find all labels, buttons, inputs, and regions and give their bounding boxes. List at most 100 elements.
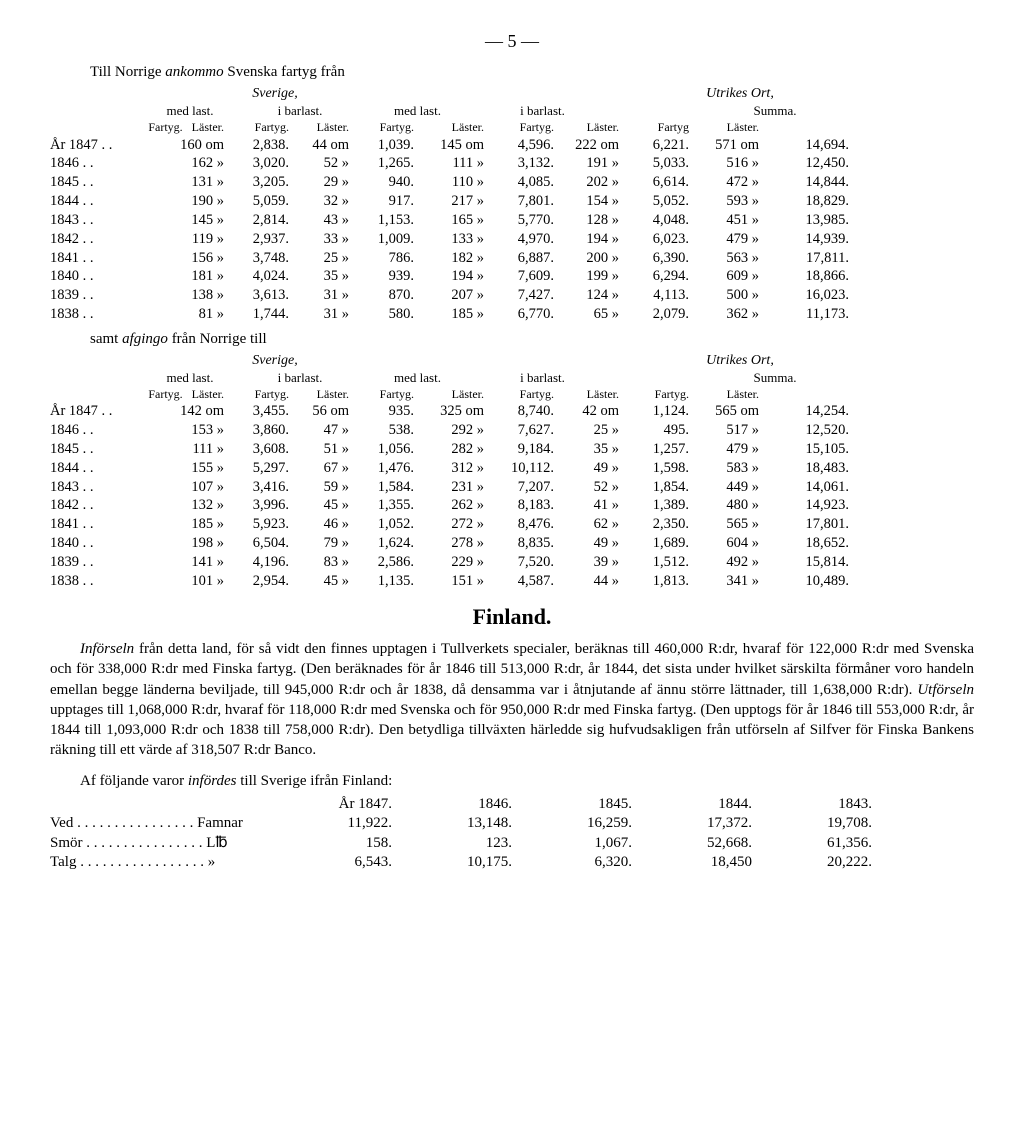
table-cell: År 1847 . . <box>50 402 140 421</box>
table-cell: 1846 . . <box>50 421 140 440</box>
table-cell: 563 » <box>695 249 765 268</box>
col-h: Läster. <box>295 387 355 403</box>
col-h: Läster. <box>560 120 625 136</box>
table-cell: 155 » <box>140 459 230 478</box>
table-cell: 5,052. <box>625 192 695 211</box>
hdr-ibarlast2: i barlast. <box>480 103 605 120</box>
goods-row: Talg . . . . . . . . . . . . . . . . . »… <box>50 853 974 873</box>
table-cell: 12,520. <box>765 421 855 440</box>
table-cell: 4,024. <box>230 267 295 286</box>
table-cell: 292 » <box>420 421 490 440</box>
table-cell: 6,770. <box>490 305 560 324</box>
table-cell: 1,124. <box>625 402 695 421</box>
col-h: Läster. <box>420 120 490 136</box>
table-cell: 1,039. <box>355 136 420 155</box>
table-cell: 2,838. <box>230 136 295 155</box>
para-text-b: upptages till 1,068,000 R:dr, hvaraf för… <box>50 702 974 759</box>
table-row: 1838 . .81 »1,744.31 »580.185 »6,770.65 … <box>50 305 974 324</box>
col-h: Fartyg. <box>230 387 295 403</box>
table-cell: 17,811. <box>765 249 855 268</box>
table-cell: 1,135. <box>355 572 420 591</box>
table-cell: 59 » <box>295 478 355 497</box>
table-cell: 2,954. <box>230 572 295 591</box>
table-cell: 6,390. <box>625 249 695 268</box>
table-cell: 1,056. <box>355 440 420 459</box>
table-cell: 2,586. <box>355 553 420 572</box>
goods-label: Ved . . . . . . . . . . . . . . . . Famn… <box>50 814 290 834</box>
table-cell: 14,254. <box>765 402 855 421</box>
hdr-sverige2: Sverige, <box>165 352 385 370</box>
table-row: 1844 . .190 »5,059.32 »917.217 »7,801.15… <box>50 192 974 211</box>
table-cell: 6,023. <box>625 230 695 249</box>
table-cell: 538. <box>355 421 420 440</box>
table-cell: 185 » <box>140 515 230 534</box>
table-cell: 17,801. <box>765 515 855 534</box>
table-row: 1844 . .155 »5,297.67 »1,476.312 »10,112… <box>50 459 974 478</box>
hdr-utrikes: Utrikes Ort, <box>635 85 845 103</box>
hdr-medlast4: med last. <box>355 370 480 387</box>
table-cell: 1845 . . <box>50 173 140 192</box>
goods-label: Talg . . . . . . . . . . . . . . . . . » <box>50 853 290 873</box>
table-cell: 138 » <box>140 286 230 305</box>
goods-intro: Af följande varor infördes till Sverige … <box>50 771 974 791</box>
hdr-medlast1: med last. <box>135 103 245 120</box>
goods-value: 6,543. <box>290 853 410 873</box>
table-cell: 3,205. <box>230 173 295 192</box>
goods-intro-italic: infördes <box>188 773 237 789</box>
table-cell: 262 » <box>420 496 490 515</box>
table-cell: 151 » <box>420 572 490 591</box>
table-row: 1840 . .181 »4,024.35 »939.194 »7,609.19… <box>50 267 974 286</box>
table-row: 1842 . .119 »2,937.33 »1,009.133 »4,970.… <box>50 230 974 249</box>
table-cell: 182 » <box>420 249 490 268</box>
samt-italic: afgingo <box>122 331 168 347</box>
table-cell: 480 » <box>695 496 765 515</box>
finland-title: Finland. <box>50 603 974 632</box>
table-cell: 1839 . . <box>50 286 140 305</box>
samt-suffix: från Norrige till <box>168 331 267 347</box>
table-cell: 11,173. <box>765 305 855 324</box>
table-cell: 8,835. <box>490 534 560 553</box>
table-cell: 1,854. <box>625 478 695 497</box>
table-cell: 517 » <box>695 421 765 440</box>
table-cell: 1838 . . <box>50 572 140 591</box>
table-cell: 128 » <box>560 211 625 230</box>
table-cell: 4,196. <box>230 553 295 572</box>
goods-value: 17,372. <box>650 814 770 834</box>
table-cell: 1841 . . <box>50 515 140 534</box>
table-cell: 3,132. <box>490 154 560 173</box>
table-cell: 42 om <box>560 402 625 421</box>
table-row: 1845 . .131 »3,205.29 »940.110 »4,085.20… <box>50 173 974 192</box>
table-cell: 142 om <box>140 402 230 421</box>
table-cell: 1,689. <box>625 534 695 553</box>
hdr-medlast3: med last. <box>135 370 245 387</box>
table-cell: 1,265. <box>355 154 420 173</box>
table2-col-header: Fartyg. Läster. Fartyg. Läster. Fartyg. … <box>50 387 974 403</box>
table-cell: 472 » <box>695 173 765 192</box>
table-cell: 165 » <box>420 211 490 230</box>
table-cell: 45 » <box>295 572 355 591</box>
table-cell: 786. <box>355 249 420 268</box>
table-cell: 1,744. <box>230 305 295 324</box>
table-cell: 1841 . . <box>50 249 140 268</box>
goods-year: 1845. <box>530 795 650 815</box>
table-cell: 32 » <box>295 192 355 211</box>
table-cell: 14,939. <box>765 230 855 249</box>
table-cell: 29 » <box>295 173 355 192</box>
col-h: Fartyg. <box>355 120 420 136</box>
table-cell: 190 » <box>140 192 230 211</box>
table-cell: 13,985. <box>765 211 855 230</box>
table-cell: 5,059. <box>230 192 295 211</box>
table-cell: 1843 . . <box>50 478 140 497</box>
table-cell: 516 » <box>695 154 765 173</box>
goods-year: 1843. <box>770 795 890 815</box>
table-cell: 1,598. <box>625 459 695 478</box>
table-cell: 2,350. <box>625 515 695 534</box>
table-cell: 15,105. <box>765 440 855 459</box>
table-cell: 65 » <box>560 305 625 324</box>
table-cell: 79 » <box>295 534 355 553</box>
goods-value: 20,222. <box>770 853 890 873</box>
table-cell: 341 » <box>695 572 765 591</box>
table-cell: 14,694. <box>765 136 855 155</box>
col-h: Fartyg. <box>490 120 560 136</box>
table-cell: 160 om <box>140 136 230 155</box>
